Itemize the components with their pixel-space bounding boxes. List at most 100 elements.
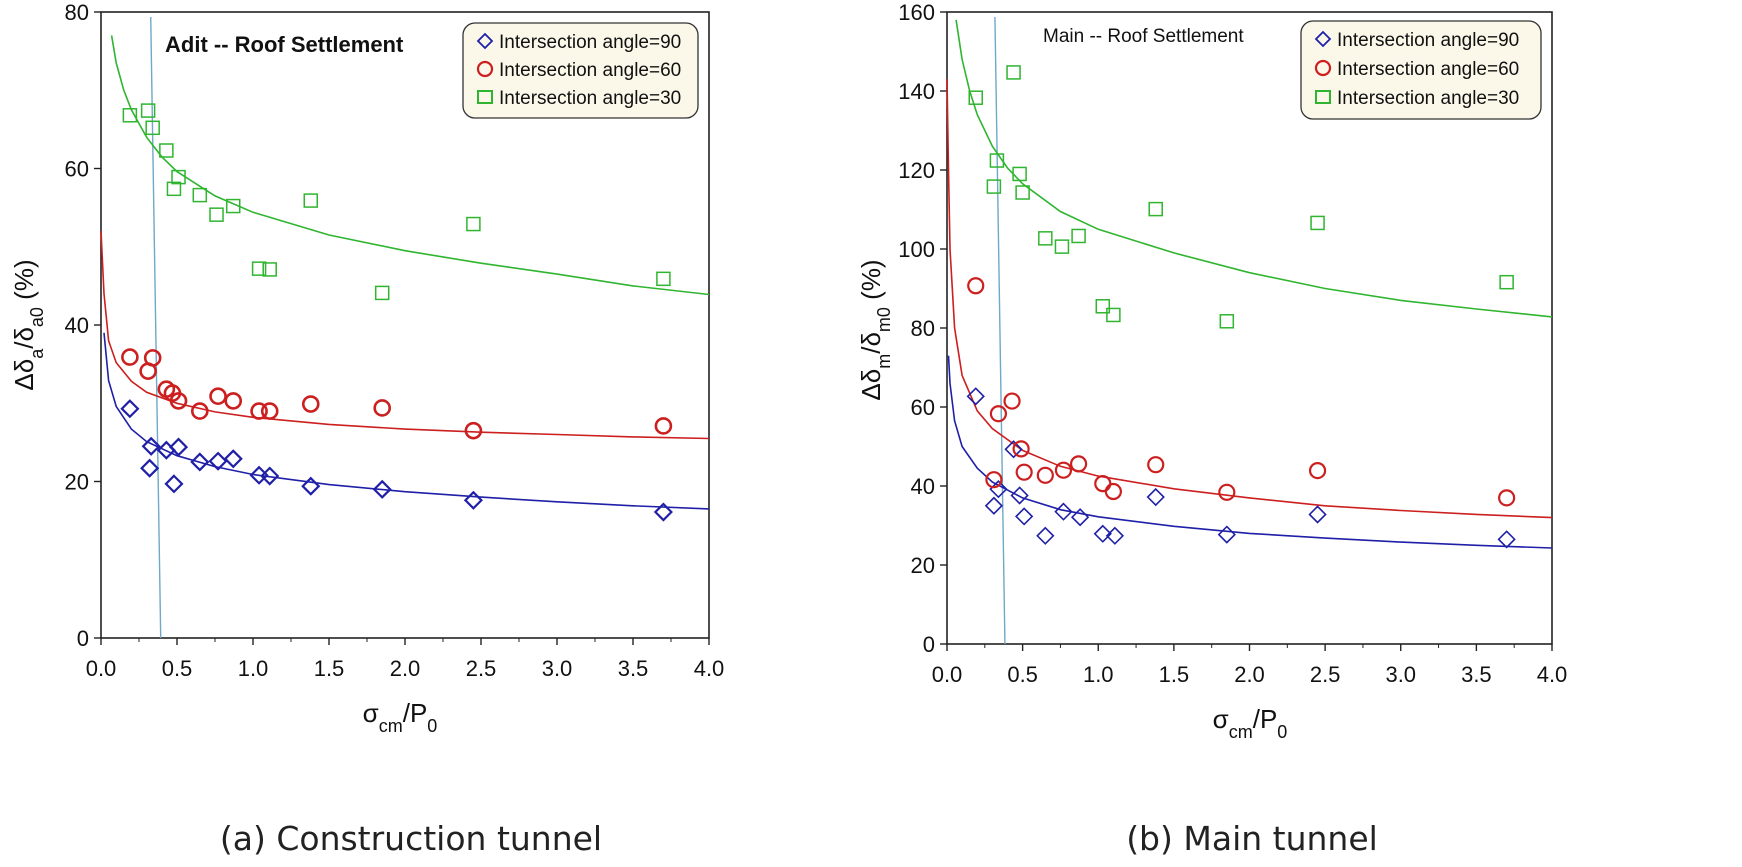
legend-marker-square: [477, 90, 493, 104]
data-point-square: [122, 108, 138, 123]
data-point-square: [145, 120, 160, 136]
y-tick-label: 20: [65, 470, 89, 495]
chart-panel-adit: 0.0 0.5 1.0 1.5 2.0 2.5 3.0 3.5 4.0 0 20 40 60 80 Adit…: [9, 0, 724, 858]
legend-label: Intersection angle=90: [1337, 30, 1519, 51]
data-point-square: [1006, 65, 1021, 80]
x-tick-label: 4.0: [1537, 662, 1568, 687]
x-tick-label: 0.0: [932, 662, 963, 687]
figure-caption: (b) Main tunnel: [1126, 819, 1378, 858]
y-tick-label: 140: [898, 79, 935, 104]
data-point-square: [1095, 299, 1111, 314]
data-point-square: [225, 198, 241, 214]
legend-label: Intersection angle=90: [499, 32, 681, 53]
x-tick-label: 2.0: [1234, 662, 1265, 687]
data-point-diamond: [1217, 525, 1236, 544]
data-point-circle: [250, 402, 268, 420]
data-point-diamond: [1004, 440, 1023, 459]
data-point-circle: [1308, 461, 1327, 480]
x-tick-label: 0.5: [162, 656, 193, 681]
data-point-circle: [967, 277, 985, 295]
data-point-square: [1499, 274, 1514, 290]
chart-title: Main -- Roof Settlement: [1043, 26, 1244, 47]
legend-label: Intersection angle=30: [499, 88, 681, 109]
fit-curve-circle: [100, 231, 710, 440]
data-point-square: [1038, 231, 1053, 246]
data-point-diamond: [208, 451, 228, 471]
data-point-circle: [1147, 456, 1165, 474]
figure-caption: (a) Construction tunnel: [220, 819, 602, 858]
x-tick-label: 1.0: [238, 656, 269, 681]
data-point-circle: [260, 402, 279, 420]
data-point-diamond: [1010, 486, 1029, 505]
y-axis-title: Δδm/δm0 (%): [856, 259, 894, 400]
legend-marker-diamond: [476, 32, 494, 50]
x-tick-label: 3.5: [1461, 662, 1492, 687]
data-point-square: [986, 179, 1002, 194]
data-point-square: [171, 169, 186, 185]
data-point-square: [1071, 228, 1086, 244]
fit-curve-square: [110, 35, 710, 296]
data-point-square: [1148, 201, 1163, 217]
data-point-diamond: [1146, 487, 1165, 507]
data-point-square: [192, 187, 208, 203]
chart-title: Adit -- Roof Settlement: [165, 32, 404, 57]
data-point-diamond: [989, 480, 1008, 499]
data-point-circle: [989, 405, 1008, 423]
y-tick-label: 20: [911, 553, 935, 578]
data-point-diamond: [164, 474, 184, 494]
x-axis-title: σcm/P0: [363, 698, 438, 736]
legend-label: Intersection angle=60: [499, 60, 681, 81]
reference-line: [150, 16, 162, 639]
data-point-circle: [1015, 463, 1033, 481]
data-point-circle: [191, 402, 209, 420]
data-point-diamond: [984, 496, 1004, 515]
data-point-square: [466, 216, 481, 232]
data-point-circle: [1104, 482, 1122, 501]
data-point-diamond: [1105, 526, 1125, 545]
legend-box: [1300, 20, 1542, 120]
fit-curve-diamond: [103, 332, 710, 510]
x-tick-label: 2.5: [1310, 662, 1341, 687]
y-tick-label: 60: [65, 157, 89, 182]
y-tick-label: 160: [898, 0, 935, 25]
data-point-square: [251, 261, 267, 276]
data-point-circle: [224, 392, 243, 410]
x-tick-label: 1.5: [1159, 662, 1190, 687]
data-point-circle: [1036, 466, 1054, 484]
data-point-square: [968, 90, 983, 105]
data-point-diamond: [1054, 502, 1073, 521]
data-point-square: [1106, 307, 1121, 323]
data-point-square: [159, 143, 174, 158]
data-point-diamond: [372, 479, 392, 499]
data-point-square: [374, 285, 390, 301]
data-point-circle: [169, 392, 188, 410]
data-point-diamond: [463, 490, 483, 510]
y-tick-label: 60: [911, 395, 935, 420]
reference-line: [994, 16, 1006, 645]
y-tick-label: 120: [898, 158, 935, 183]
legend-box: [462, 22, 699, 119]
data-point-square: [166, 181, 182, 197]
y-tick-label: 40: [65, 313, 89, 338]
y-tick-label: 0: [77, 626, 89, 651]
chart-panel-main: 0.0 0.5 1.0 1.5 2.0 2.5 3.0 3.5 4.0 0 20 40 60 80 100 1…: [856, 0, 1567, 858]
data-point-circle: [209, 387, 227, 406]
data-point-diamond: [966, 387, 985, 406]
data-point-square: [989, 153, 1005, 168]
data-point-square: [1012, 166, 1027, 182]
data-point-circle: [1094, 475, 1112, 493]
legend: Intersection angle=90 Intersection angle=…: [1300, 20, 1542, 120]
fit-curve-square: [955, 19, 1553, 318]
fit-curve-diamond: [947, 355, 1553, 549]
data-point-circle: [1012, 440, 1030, 458]
data-point-diamond: [190, 452, 210, 472]
data-point-circle: [1054, 461, 1073, 479]
x-tick-label: 2.0: [390, 656, 421, 681]
data-point-circle: [985, 471, 1003, 489]
x-tick-label: 3.5: [618, 656, 649, 681]
data-point-diamond: [653, 502, 673, 522]
data-point-diamond: [1015, 507, 1034, 526]
data-point-square: [140, 103, 156, 118]
data-point-circle: [121, 348, 139, 366]
